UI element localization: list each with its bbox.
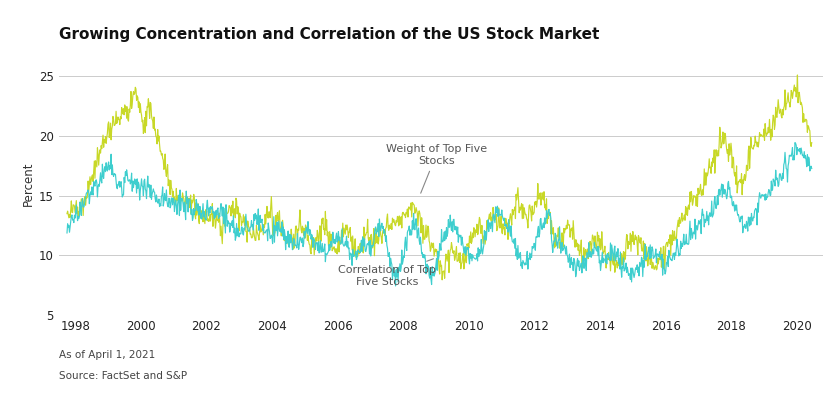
Text: As of April 1, 2021: As of April 1, 2021 <box>59 349 155 360</box>
Text: Source: FactSet and S&P: Source: FactSet and S&P <box>59 371 187 381</box>
Text: Growing Concentration and Correlation of the US Stock Market: Growing Concentration and Correlation of… <box>59 27 599 42</box>
Text: Weight of Top Five
Stocks: Weight of Top Five Stocks <box>386 144 486 193</box>
Text: Correlation of Top
Five Stocks: Correlation of Top Five Stocks <box>338 259 436 286</box>
Y-axis label: Percent: Percent <box>22 162 35 206</box>
